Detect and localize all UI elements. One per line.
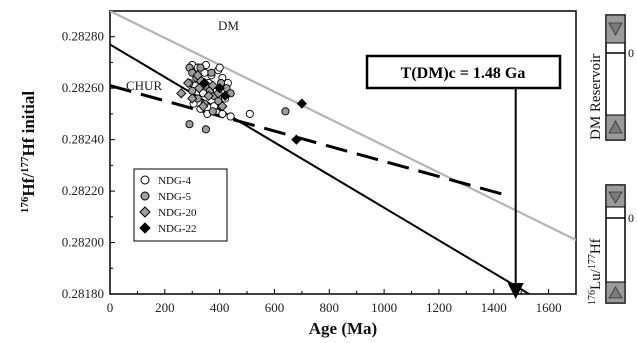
y-axis-text-1: Hf/ bbox=[19, 173, 38, 197]
plot-area bbox=[109, 10, 577, 295]
side-panel-2-sup-1: 176 bbox=[587, 290, 598, 305]
ndg-5-point-17 bbox=[281, 107, 290, 116]
ndg-5-point-15 bbox=[185, 120, 194, 129]
y-axis: 0.28180 0.28200 0.28220 0.28240 0.28260 0.282… bbox=[62, 29, 115, 301]
y-tick-label-0: 0.28180 bbox=[62, 286, 104, 301]
ndg-4-point-21 bbox=[215, 63, 224, 72]
x-tick-label-0: 0 bbox=[107, 300, 114, 315]
y-axis-title: 176Hf/177Hf initial bbox=[19, 91, 38, 214]
side-panel-2-bottom-arrow bbox=[608, 286, 623, 299]
ndg-5-point-19 bbox=[207, 68, 216, 77]
side-panel-2-text-2: Hf bbox=[588, 238, 604, 254]
legend-marker-ndg-5 bbox=[140, 191, 150, 201]
x-tick-label-6: 1200 bbox=[426, 300, 452, 315]
x-tick-label-2: 400 bbox=[210, 300, 230, 315]
ndg-5-point-18 bbox=[196, 63, 205, 72]
y-tick-label-4: 0.28260 bbox=[62, 80, 104, 95]
ndg-4-point-17 bbox=[226, 112, 235, 121]
ndg-20-point-2 bbox=[187, 93, 198, 104]
side-panel-2-label: 176Lu/177Hf bbox=[587, 238, 604, 305]
ndg-4-point-18 bbox=[245, 109, 254, 118]
side-panel-2-sup-2: 177 bbox=[587, 254, 598, 269]
ndg-20-point-4 bbox=[198, 101, 209, 112]
x-tick-label-4: 800 bbox=[320, 300, 340, 315]
ndg-20-point-9 bbox=[192, 70, 203, 81]
ndg-20-point-5 bbox=[203, 90, 214, 102]
y-axis-sup-1: 176 bbox=[19, 196, 31, 213]
y-axis-sup-2: 177 bbox=[19, 156, 31, 173]
side-panel-1-bottom-arrow bbox=[608, 120, 623, 134]
legend-label-ndg-5: NDG-5 bbox=[158, 191, 191, 203]
side-panel-dm-reservoir: DM Reservoir 0 bbox=[588, 14, 634, 141]
legend-marker-ndg-4 bbox=[140, 175, 150, 185]
ndg-22-point-3 bbox=[291, 134, 302, 145]
legend-marker-ndg-22 bbox=[139, 222, 151, 234]
x-axis-title: Age (Ma) bbox=[309, 319, 377, 338]
legend-label-ndg-20: NDG-20 bbox=[158, 207, 197, 219]
data-points bbox=[176, 60, 308, 145]
y-axis-text-2: Hf initial bbox=[19, 91, 38, 157]
side-panel-2-zero: 0 bbox=[628, 211, 634, 225]
legend-label-ndg-4: NDG-4 bbox=[158, 175, 191, 187]
reference-lines bbox=[110, 11, 576, 294]
ndg-22-point-0 bbox=[199, 77, 210, 89]
ndg-5-point-11 bbox=[208, 107, 217, 116]
ndg-22-point-1 bbox=[214, 83, 225, 94]
chur-line-label: CHUR bbox=[126, 78, 162, 93]
x-tick-label-8: 1600 bbox=[536, 300, 562, 315]
chur-line bbox=[110, 43, 531, 294]
x-axis: 0 200 400 600 800 1000 1200 1400 1600 bbox=[107, 289, 562, 315]
x-tick-label-3: 600 bbox=[265, 300, 285, 315]
y-tick-label-1: 0.28200 bbox=[62, 235, 104, 250]
dm-line-label: DM bbox=[218, 18, 239, 33]
y-tick-label-2: 0.28220 bbox=[62, 183, 104, 198]
y-tick-label-5: 0.28280 bbox=[62, 29, 104, 44]
model-age-line bbox=[110, 84, 511, 198]
side-panel-lu-hf: 176Lu/177Hf 0 bbox=[587, 184, 634, 305]
ndg-20-point-3 bbox=[193, 83, 205, 94]
ndg-22-point-2 bbox=[219, 90, 231, 102]
legend: NDG-4 NDG-5 NDG-20 NDG-22 bbox=[133, 168, 228, 242]
side-panel-2-text-1: Lu/ bbox=[588, 268, 604, 290]
side-panel-1-zero: 0 bbox=[628, 46, 634, 60]
legend-label-ndg-22: NDG-22 bbox=[158, 223, 197, 235]
dm-line bbox=[110, 11, 576, 241]
side-panel-1-top-arrow bbox=[608, 22, 623, 36]
ndg-20-point-1 bbox=[182, 77, 194, 89]
callout-text: T(DM)c = 1.48 Ga bbox=[401, 65, 526, 82]
y-tick-label-3: 0.28240 bbox=[62, 132, 104, 147]
ndg-20-point-0 bbox=[176, 88, 187, 99]
ndg-22-point-4 bbox=[296, 98, 308, 109]
legend-marker-ndg-20 bbox=[139, 206, 151, 218]
ndg-20-point-8 bbox=[217, 101, 228, 112]
model-age-callout: T(DM)c = 1.48 Ga bbox=[365, 54, 562, 299]
callout-box bbox=[365, 54, 562, 90]
x-tick-label-7: 1400 bbox=[481, 300, 507, 315]
side-panel-1-label: DM Reservoir bbox=[588, 54, 604, 140]
side-panel-2-top-arrow bbox=[608, 191, 623, 204]
ndg-5-point-16 bbox=[201, 125, 210, 134]
ndg-4-point-16 bbox=[218, 109, 227, 118]
x-tick-label-5: 1000 bbox=[371, 300, 397, 315]
x-tick-label-1: 200 bbox=[155, 300, 175, 315]
